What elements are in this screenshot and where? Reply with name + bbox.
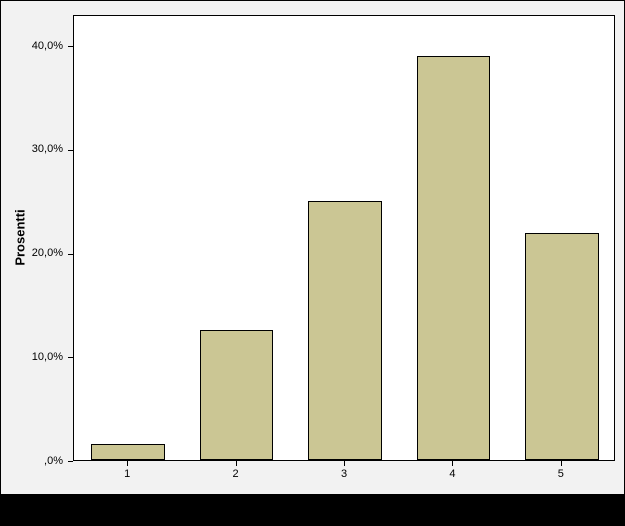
y-tick-label: 30,0% (32, 143, 63, 155)
y-tick-label: 10,0% (32, 351, 63, 363)
plot-area (73, 15, 615, 461)
x-tick-label: 4 (432, 468, 472, 480)
y-tick (68, 46, 73, 47)
x-tick-label: 5 (541, 468, 581, 480)
x-tick (236, 461, 237, 466)
y-axis-title: Prosentti (13, 209, 28, 265)
x-tick (561, 461, 562, 466)
bar (308, 201, 382, 460)
y-tick (68, 254, 73, 255)
x-tick (127, 461, 128, 466)
x-tick-label: 1 (107, 468, 147, 480)
bar (200, 330, 274, 460)
y-tick-label: 20,0% (32, 247, 63, 259)
x-tick (452, 461, 453, 466)
x-tick (344, 461, 345, 466)
bar (91, 444, 165, 460)
x-tick-label: 2 (216, 468, 256, 480)
y-tick-label: 40,0% (32, 40, 63, 52)
y-tick-label: ,0% (44, 455, 63, 467)
figure-container: Prosentti ,0% 10,0% 20,0% 30,0% 40,0% 1 2 3 4 5 (0, 0, 625, 526)
bar (525, 233, 599, 460)
bar (417, 56, 491, 461)
y-tick (68, 150, 73, 151)
y-tick (68, 357, 73, 358)
x-tick-label: 3 (324, 468, 364, 480)
chart-outer-panel: Prosentti ,0% 10,0% 20,0% 30,0% 40,0% 1 2 3 4 5 (0, 0, 625, 495)
y-tick (68, 461, 73, 462)
